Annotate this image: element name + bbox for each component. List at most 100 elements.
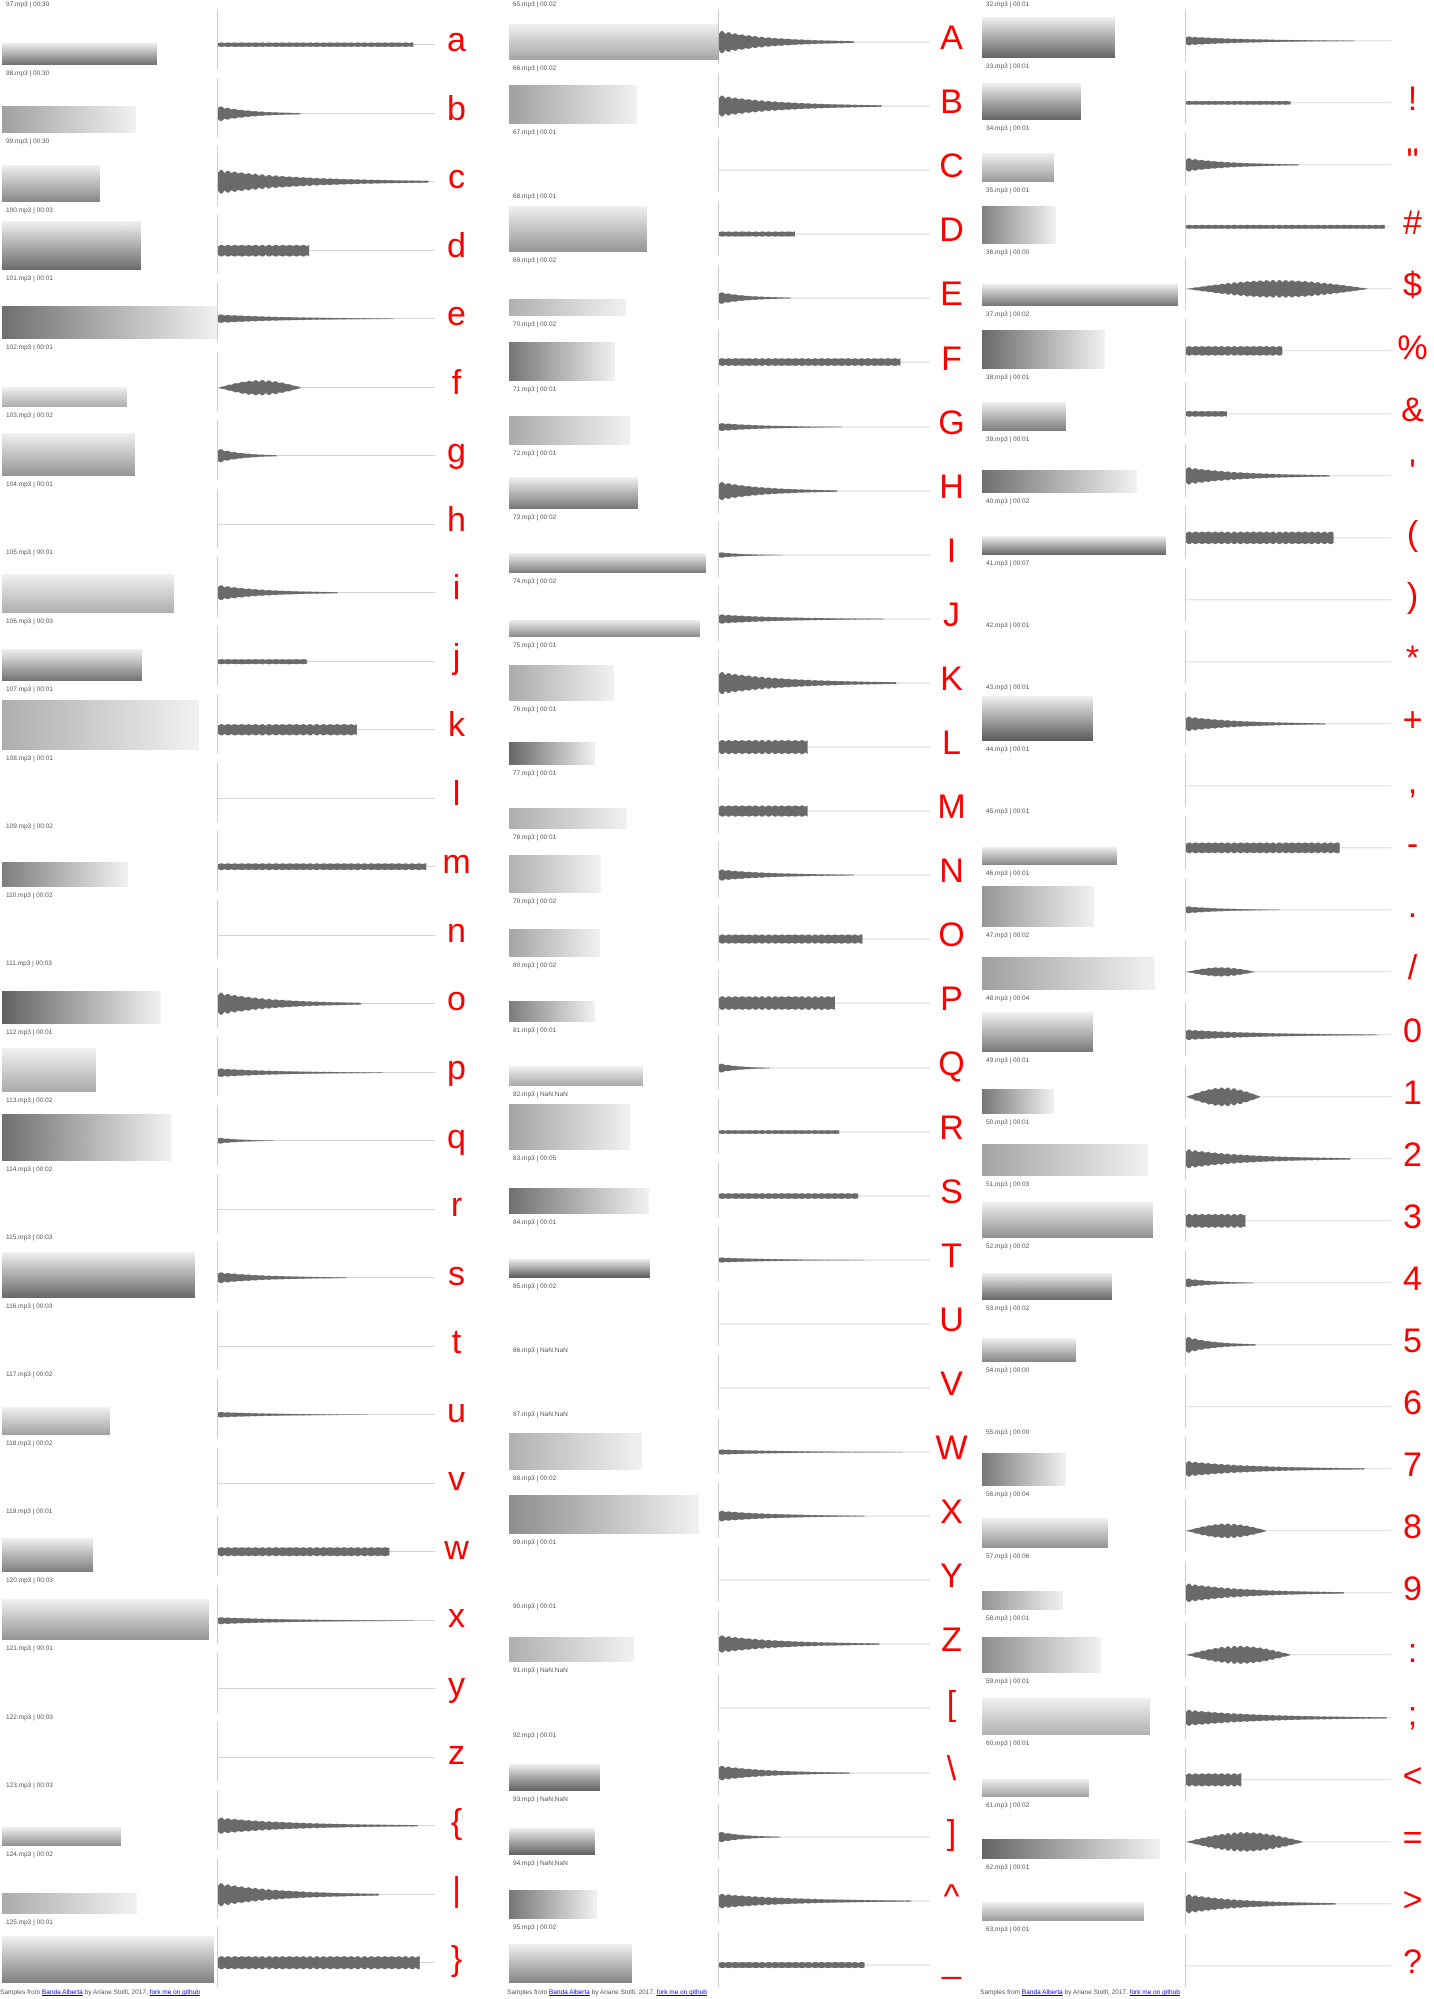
sample-row[interactable]: 103.mp3 | 00:02 g <box>0 411 478 480</box>
sample-row[interactable]: 104.mp3 | 00:01 h <box>0 480 478 549</box>
sample-row[interactable]: 125.mp3 | 00:01} <box>0 1918 478 1987</box>
sample-row[interactable]: 107.mp3 | 00:01 k <box>0 685 478 754</box>
sample-row[interactable]: 114.mp3 | 00:02 r <box>0 1165 478 1234</box>
sample-row[interactable]: 82.mp3 | NaN:NaN R <box>507 1090 973 1154</box>
sample-row[interactable]: 99.mp3 | 00:30 c <box>0 137 478 206</box>
sample-row[interactable]: 53.mp3 | 00:02 5 <box>980 1304 1434 1367</box>
sample-row[interactable]: 39.mp3 | 00:01 ' <box>980 435 1434 497</box>
sample-row[interactable]: 61.mp3 | 00:02 = <box>980 1801 1434 1863</box>
sample-row[interactable]: 62.mp3 | 00:01 > <box>980 1863 1434 1925</box>
sample-row[interactable]: 116.mp3 | 00:03 t <box>0 1302 478 1371</box>
sample-row[interactable]: 48.mp3 | 00:04 0 <box>980 994 1434 1056</box>
sample-row[interactable]: 98.mp3 | 00:30 b <box>0 69 478 138</box>
sample-row[interactable]: 81.mp3 | 00:01 Q <box>507 1026 973 1090</box>
sample-row[interactable]: 37.mp3 | 00:02% <box>980 310 1434 373</box>
sample-row[interactable]: 119.mp3 | 00:01 w <box>0 1507 478 1576</box>
sample-row[interactable]: 66.mp3 | 00:02 B <box>507 64 973 129</box>
sample-row[interactable]: 76.mp3 | 00:01 L <box>507 705 973 770</box>
sample-row[interactable]: 57.mp3 | 00:06 9 <box>980 1552 1434 1615</box>
sample-row[interactable]: 106.mp3 | 00:03 j <box>0 617 478 686</box>
sample-row[interactable]: 36.mp3 | 00:00 $ <box>980 248 1434 311</box>
sample-row[interactable]: 97.mp3 | 00:30 a <box>0 0 478 69</box>
sample-row[interactable]: 124.mp3 | 00:02 | <box>0 1850 478 1919</box>
sample-row[interactable]: 55.mp3 | 00:00 7 <box>980 1428 1434 1491</box>
sample-row[interactable]: 70.mp3 | 00:02 F <box>507 320 973 385</box>
sample-row[interactable]: 91.mp3 | NaN:NaN [ <box>507 1666 973 1731</box>
sample-row[interactable]: 122.mp3 | 00:03 z <box>0 1713 478 1782</box>
footer-link[interactable]: Banda Alberta <box>1021 1989 1063 1996</box>
sample-row[interactable]: 83.mp3 | 00:05 S <box>507 1154 973 1218</box>
sample-row[interactable]: 54.mp3 | 00:00 6 <box>980 1366 1434 1429</box>
sample-row[interactable]: 118.mp3 | 00:02 v <box>0 1439 478 1508</box>
sample-row[interactable]: 59.mp3 | 00:01; <box>980 1677 1434 1739</box>
sample-visuals: | <box>0 1858 478 1919</box>
sample-row[interactable]: 41.mp3 | 00:07) <box>980 559 1434 621</box>
sample-row[interactable]: 92.mp3 | 00:01 \ <box>507 1731 973 1795</box>
sample-row[interactable]: 69.mp3 | 00:02 E <box>507 256 973 321</box>
sample-row[interactable]: 63.mp3 | 00:01? <box>980 1925 1434 1987</box>
sample-row[interactable]: 109.mp3 | 00:02 m <box>0 822 478 891</box>
sample-row[interactable]: 115.mp3 | 00:03 s <box>0 1233 478 1302</box>
sample-row[interactable]: 80.mp3 | 00:02 P <box>507 961 973 1026</box>
sample-row[interactable]: 77.mp3 | 00:01 M <box>507 769 973 834</box>
sample-row[interactable]: 112.mp3 | 00:01 p <box>0 1028 478 1097</box>
sample-row[interactable]: 51.mp3 | 00:03 3 <box>980 1180 1434 1242</box>
sample-row[interactable]: 105.mp3 | 00:01 i <box>0 548 478 617</box>
sample-row[interactable]: 120.mp3 | 00:03 x <box>0 1576 478 1645</box>
sample-row[interactable]: 68.mp3 | 00:01 D <box>507 192 973 257</box>
sample-row[interactable]: 87.mp3 | NaN:NaN W <box>507 1410 973 1475</box>
sample-row[interactable]: 79.mp3 | 00:02 O <box>507 897 973 962</box>
sample-row[interactable]: 84.mp3 | 00:01 T <box>507 1218 973 1282</box>
sample-row[interactable]: 71.mp3 | 00:01 G <box>507 385 973 449</box>
sample-row[interactable]: 67.mp3 | 00:01 C <box>507 128 973 193</box>
github-link[interactable]: fork me on github <box>656 1989 707 1996</box>
sample-row[interactable]: 46.mp3 | 00:01. <box>980 869 1434 932</box>
sample-row[interactable]: 40.mp3 | 00:02 ( <box>980 497 1434 559</box>
sample-row[interactable]: 113.mp3 | 00:02 q <box>0 1096 478 1165</box>
sample-row[interactable]: 44.mp3 | 00:01, <box>980 745 1434 808</box>
footer-link[interactable]: Banda Alberta <box>548 1989 590 1996</box>
sample-row[interactable]: 75.mp3 | 00:01 K <box>507 641 973 706</box>
sample-row[interactable]: 38.mp3 | 00:01 & <box>980 373 1434 435</box>
sample-row[interactable]: 88.mp3 | 00:02 X <box>507 1474 973 1539</box>
sample-row[interactable]: 52.mp3 | 00:02 4 <box>980 1242 1434 1304</box>
sample-row[interactable]: 86.mp3 | NaN:NaN V <box>507 1346 973 1411</box>
sample-row[interactable]: 93.mp3 | NaN:NaN] <box>507 1795 973 1859</box>
sample-row[interactable]: 85.mp3 | 00:02 U <box>507 1282 973 1346</box>
sample-row[interactable]: 56.mp3 | 00:04 8 <box>980 1490 1434 1553</box>
sample-row[interactable]: 72.mp3 | 00:01 H <box>507 449 973 513</box>
footer-link[interactable]: Banda Alberta <box>41 1989 83 1996</box>
sample-row[interactable]: 94.mp3 | NaN:NaN ^ <box>507 1859 973 1923</box>
sample-row[interactable]: 110.mp3 | 00:02 n <box>0 891 478 960</box>
sample-row[interactable]: 58.mp3 | 00:01: <box>980 1614 1434 1677</box>
sample-row[interactable]: 49.mp3 | 00:01 1 <box>980 1056 1434 1118</box>
sample-row[interactable]: 90.mp3 | 00:01 Z <box>507 1602 973 1667</box>
sample-row[interactable]: 45.mp3 | 00:01 - <box>980 807 1434 870</box>
spectrogram-image <box>509 1187 650 1214</box>
sample-row[interactable]: 65.mp3 | 00:02 A <box>507 0 973 65</box>
sample-row[interactable]: 108.mp3 | 00:01 l <box>0 754 478 823</box>
sample-row[interactable]: 121.mp3 | 00:01 y <box>0 1644 478 1713</box>
sample-row[interactable]: 117.mp3 | 00:02 u <box>0 1370 478 1439</box>
sample-row[interactable]: 43.mp3 | 00:01 + <box>980 683 1434 746</box>
sample-row[interactable]: 47.mp3 | 00:02 / <box>980 931 1434 994</box>
sample-row[interactable]: 33.mp3 | 00:01! <box>980 62 1434 125</box>
sample-row[interactable]: 101.mp3 | 00:01 e <box>0 274 478 343</box>
github-link[interactable]: fork me on github <box>149 1989 200 1996</box>
sample-row[interactable]: 35.mp3 | 00:01 # <box>980 186 1434 249</box>
sample-row[interactable]: 100.mp3 | 00:03 d <box>0 206 478 275</box>
sample-row[interactable]: 34.mp3 | 00:01 " <box>980 124 1434 187</box>
sample-row[interactable]: 32.mp3 | 00:01 <box>980 0 1434 63</box>
sample-row[interactable]: 111.mp3 | 00:03 o <box>0 959 478 1028</box>
sample-row[interactable]: 60.mp3 | 00:01 < <box>980 1739 1434 1801</box>
sample-row[interactable]: 74.mp3 | 00:02 J <box>507 577 973 641</box>
sample-row[interactable]: 73.mp3 | 00:02 I <box>507 513 973 577</box>
github-link[interactable]: fork me on github <box>1129 1989 1180 1996</box>
sample-row[interactable]: 102.mp3 | 00:01 f <box>0 343 478 412</box>
sample-row[interactable]: 50.mp3 | 00:01 2 <box>980 1118 1434 1180</box>
sample-row[interactable]: 89.mp3 | 00:01 Y <box>507 1538 973 1603</box>
sample-row[interactable]: 123.mp3 | 00:03 { <box>0 1781 478 1850</box>
sample-row[interactable]: 78.mp3 | 00:01 N <box>507 833 973 898</box>
sample-row[interactable]: 42.mp3 | 00:01 * <box>980 621 1434 684</box>
sample-row[interactable]: 95.mp3 | 00:02 _ <box>507 1923 973 1987</box>
